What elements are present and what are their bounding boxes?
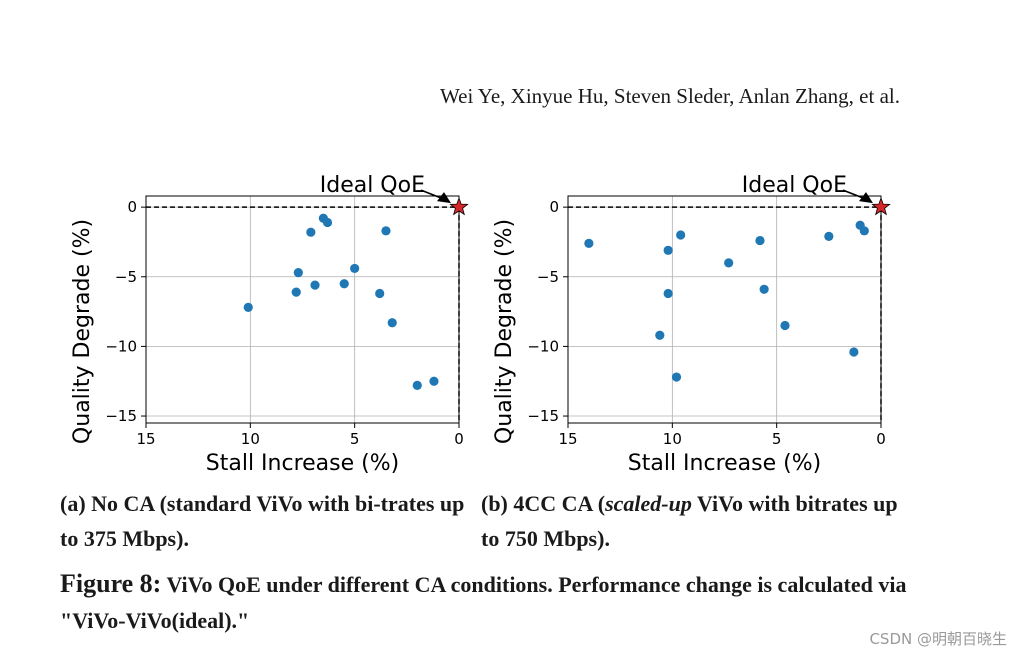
y-tick-label: 0 — [549, 198, 559, 216]
plot-frame — [145, 195, 460, 424]
ideal-star-marker — [449, 196, 469, 216]
data-point — [663, 245, 673, 255]
annotation-arrow-head — [859, 192, 873, 204]
data-point — [584, 238, 594, 248]
data-point — [291, 287, 301, 297]
x-tick-label: 10 — [241, 430, 260, 448]
x-tick-label: 10 — [663, 430, 682, 448]
data-point — [824, 231, 834, 241]
x-tick-label: 15 — [558, 430, 577, 448]
x-axis-label: Stall Increase (%) — [206, 451, 399, 476]
y-axis-label: Quality Degrade (%) — [492, 219, 517, 444]
ideal-qoe-annotation: Ideal QoE — [320, 173, 425, 198]
running-header-authors: Wei Ye, Xinyue Hu, Steven Sleder, Anlan … — [440, 84, 900, 108]
data-point — [375, 288, 385, 299]
data-point — [780, 320, 790, 331]
x-tick-label: 0 — [876, 430, 886, 448]
figure-label: Figure 8: — [60, 569, 162, 598]
ideal-star-marker — [871, 196, 891, 216]
figure-caption-text: ViVo QoE under different CA conditions. … — [60, 572, 907, 633]
ideal-qoe-annotation: Ideal QoE — [742, 173, 847, 198]
data-point — [759, 284, 769, 294]
data-point — [310, 280, 320, 290]
data-point — [339, 279, 349, 289]
y-tick-label: −15 — [105, 407, 137, 425]
chart-svg: 15 10 5 0 0 −5 −10 −15 Stall Increase (%) Quality… — [492, 173, 891, 476]
chart-svg: 15 10 5 0 0 −5 −10 −15 Stall Increase (%) Quality… — [70, 173, 469, 476]
subcaption-b-emphasis: scaled-up — [605, 491, 692, 516]
x-tick-label: 0 — [454, 430, 464, 448]
data-point — [671, 372, 682, 382]
scatter-chart-no-ca: 15 10 5 0 0 −5 −10 −15 Stall Increase (%) Quality… — [60, 168, 480, 488]
x-tick-label: 5 — [350, 430, 360, 448]
data-point — [293, 267, 303, 278]
data-point — [412, 380, 422, 390]
data-point — [243, 302, 253, 313]
x-axis-label: Stall Increase (%) — [628, 451, 821, 476]
data-point — [655, 330, 665, 340]
y-tick-label: −5 — [115, 268, 137, 286]
data-point — [387, 318, 397, 328]
y-tick-label: −10 — [105, 337, 137, 355]
y-axis-label: Quality Degrade (%) — [70, 219, 95, 444]
figure-caption: Figure 8: ViVo QoE under different CA co… — [60, 566, 940, 639]
data-point — [350, 263, 360, 274]
data-point — [676, 230, 686, 240]
y-tick-label: 0 — [127, 198, 137, 216]
data-point — [663, 288, 673, 299]
data-point — [849, 347, 859, 357]
y-tick-label: −15 — [527, 407, 559, 425]
x-tick-label: 15 — [136, 430, 155, 448]
watermark: CSDN @明朝百晓生 — [869, 630, 1007, 648]
data-point — [429, 376, 439, 386]
x-tick-label: 5 — [772, 430, 782, 448]
plot-frame — [567, 195, 882, 424]
data-point — [859, 226, 869, 236]
subcaption-b: (b) 4CC CA (scaled-up ViVo with bitrates… — [481, 486, 911, 556]
scatter-chart-4cc-ca: 15 10 5 0 0 −5 −10 −15 Stall Increase (%) Quality… — [482, 168, 902, 488]
subcaption-b-start: (b) 4CC CA ( — [481, 491, 606, 516]
y-tick-label: −10 — [527, 337, 559, 355]
data-point — [381, 226, 391, 236]
data-point — [755, 235, 765, 246]
subcaption-a: (a) No CA (standard ViVo with bi-trates … — [60, 491, 465, 551]
data-point — [724, 258, 734, 268]
subcaption-b-end: ViVo with bitrates up to 750 Mbps). — [481, 491, 898, 551]
annotation-arrow-head — [437, 192, 451, 204]
data-point — [322, 217, 333, 228]
y-tick-label: −5 — [537, 268, 559, 286]
data-point — [306, 227, 316, 237]
